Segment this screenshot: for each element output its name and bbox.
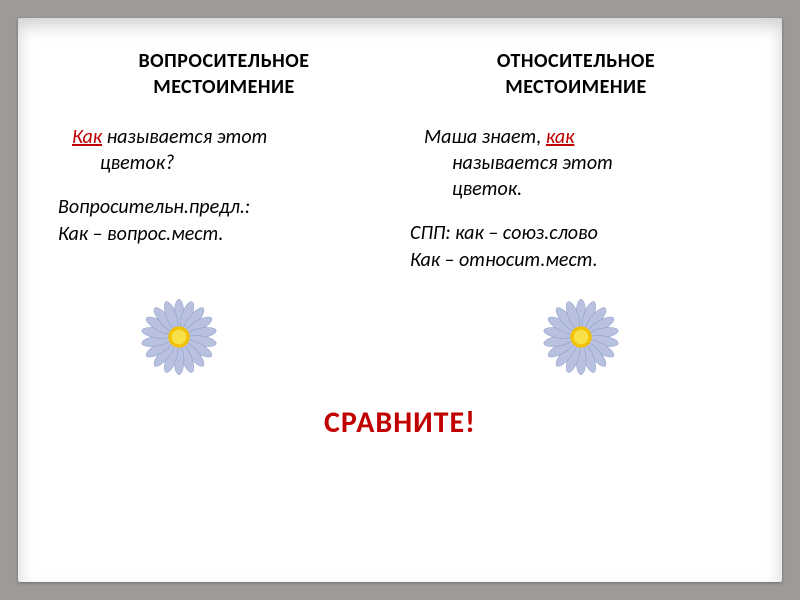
ex-left-l2: цветок? [72, 151, 174, 175]
flower-icon [138, 296, 220, 378]
example-right: Маша знает, как называется этот цветок. [410, 124, 742, 202]
columns: ВОПРОСИТЕЛЬНОЕ МЕСТОИМЕНИЕ Как называетс… [58, 48, 742, 274]
col-relative: ОТНОСИТЕЛЬНОЕ МЕСТОИМЕНИЕ Маша знает, ка… [410, 48, 742, 274]
title-right: ОТНОСИТЕЛЬНОЕ МЕСТОИМЕНИЕ [410, 48, 742, 100]
slide-frame: ВОПРОСИТЕЛЬНОЕ МЕСТОИМЕНИЕ Как называетс… [18, 18, 782, 582]
title-left: ВОПРОСИТЕЛЬНОЕ МЕСТОИМЕНИЕ [58, 48, 390, 100]
flower-icon [540, 296, 622, 378]
ex-right-l2: называется этот [424, 151, 613, 175]
analysis-right: СПП: как – союз.слово Как – относит.мест… [410, 220, 742, 274]
keyword-right: как [546, 125, 575, 149]
ex-right-l3: цветок. [424, 177, 522, 201]
title-right-l1: ОТНОСИТЕЛЬНОЕ [497, 49, 655, 73]
an-left-l2: Как – вопрос.мест. [58, 222, 223, 246]
title-left-l2: МЕСТОИМЕНИЕ [153, 75, 295, 99]
flower-left-box [58, 296, 380, 378]
compare-heading: СРАВНИТЕ! [58, 404, 742, 441]
flower-row [58, 296, 742, 378]
ex-right-pre: Маша знает, [424, 125, 546, 149]
analysis-left: Вопросительн.предл.: Как – вопрос.мест. [58, 194, 390, 248]
an-right-l1: СПП: как – союз.слово [410, 221, 598, 245]
an-left-l1: Вопросительн.предл.: [58, 195, 250, 219]
col-interrogative: ВОПРОСИТЕЛЬНОЕ МЕСТОИМЕНИЕ Как называетс… [58, 48, 390, 274]
example-left: Как называется этот цветок? [58, 124, 390, 176]
ex-left-l1: называется этот [102, 125, 267, 149]
title-left-l1: ВОПРОСИТЕЛЬНОЕ [138, 49, 309, 73]
an-right-l2: Как – относит.мест. [410, 248, 598, 272]
flower-right-box [380, 296, 742, 378]
title-right-l2: МЕСТОИМЕНИЕ [505, 75, 647, 99]
keyword-left: Как [72, 125, 102, 149]
